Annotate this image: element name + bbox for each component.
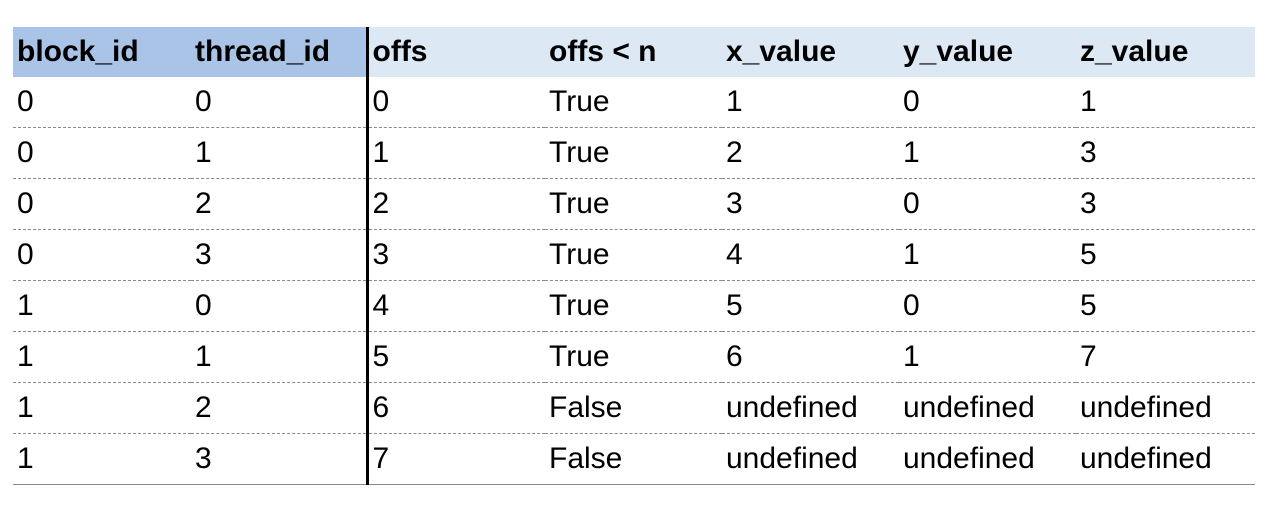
header-x-value: x_value [722, 27, 899, 77]
cell-x-value: 5 [722, 280, 899, 332]
cell-offs-lt-n: True [545, 280, 722, 332]
cell-x-value: 1 [722, 77, 899, 128]
cell-offs-lt-n: True [545, 229, 722, 281]
cell-offs-lt-n: True [545, 178, 722, 230]
cell-offs: 5 [365, 331, 545, 383]
cell-offs: 3 [365, 229, 545, 281]
cell-y-value: 0 [899, 178, 1076, 230]
cell-block-id: 0 [13, 127, 191, 179]
cell-offs-lt-n: True [545, 127, 722, 179]
cell-offs-lt-n: True [545, 77, 722, 128]
cell-offs-lt-n: False [545, 433, 722, 485]
header-offs: offs [365, 27, 545, 77]
cell-block-id: 1 [13, 382, 191, 434]
cell-thread-id: 3 [191, 433, 367, 485]
cell-y-value: 0 [899, 280, 1076, 332]
cell-y-value: undefined [899, 433, 1076, 485]
header-z-value: z_value [1076, 27, 1255, 77]
cell-thread-id: 2 [191, 178, 367, 230]
cell-y-value: 1 [899, 127, 1076, 179]
cell-offs: 6 [365, 382, 545, 434]
cell-y-value: 1 [899, 331, 1076, 383]
table-row: 1 2 6 False undefined undefined undefine… [13, 382, 1255, 434]
table-row: 1 0 4 True 5 0 5 [13, 280, 1255, 332]
table-row: 0 0 0 True 1 0 1 [13, 77, 1255, 128]
header-block-id: block_id [13, 27, 191, 77]
cell-z-value: 5 [1076, 280, 1255, 332]
thread-offset-table: block_id thread_id offs offs < n x_value… [13, 27, 1255, 485]
cell-block-id: 1 [13, 433, 191, 485]
cell-z-value: 7 [1076, 331, 1255, 383]
cell-block-id: 0 [13, 229, 191, 281]
cell-z-value: 1 [1076, 77, 1255, 128]
cell-y-value: undefined [899, 382, 1076, 434]
cell-z-value: 5 [1076, 229, 1255, 281]
table-row: 0 1 1 True 2 1 3 [13, 127, 1255, 179]
header-row: block_id thread_id offs offs < n x_value… [13, 27, 1255, 77]
cell-z-value: undefined [1076, 433, 1255, 485]
cell-block-id: 1 [13, 280, 191, 332]
table-row: 1 3 7 False undefined undefined undefine… [13, 433, 1255, 485]
cell-x-value: undefined [722, 433, 899, 485]
cell-z-value: undefined [1076, 382, 1255, 434]
cell-thread-id: 1 [191, 331, 367, 383]
cell-thread-id: 3 [191, 229, 367, 281]
cell-x-value: 3 [722, 178, 899, 230]
cell-offs: 0 [365, 77, 545, 128]
cell-z-value: 3 [1076, 127, 1255, 179]
table-row: 0 2 2 True 3 0 3 [13, 178, 1255, 230]
cell-thread-id: 2 [191, 382, 367, 434]
header-thread-id: thread_id [191, 27, 367, 77]
cell-offs: 7 [365, 433, 545, 485]
cell-offs: 4 [365, 280, 545, 332]
header-y-value: y_value [899, 27, 1076, 77]
table-row: 1 1 5 True 6 1 7 [13, 331, 1255, 383]
cell-block-id: 1 [13, 331, 191, 383]
cell-x-value: 4 [722, 229, 899, 281]
cell-x-value: 6 [722, 331, 899, 383]
cell-x-value: 2 [722, 127, 899, 179]
cell-offs-lt-n: False [545, 382, 722, 434]
cell-y-value: 1 [899, 229, 1076, 281]
cell-block-id: 0 [13, 178, 191, 230]
cell-thread-id: 1 [191, 127, 367, 179]
cell-x-value: undefined [722, 382, 899, 434]
cell-offs-lt-n: True [545, 331, 722, 383]
cell-thread-id: 0 [191, 77, 367, 128]
cell-z-value: 3 [1076, 178, 1255, 230]
cell-block-id: 0 [13, 77, 191, 128]
table-row: 0 3 3 True 4 1 5 [13, 229, 1255, 281]
cell-y-value: 0 [899, 77, 1076, 128]
cell-offs: 2 [365, 178, 545, 230]
cell-offs: 1 [365, 127, 545, 179]
header-offs-lt-n: offs < n [545, 27, 722, 77]
cell-thread-id: 0 [191, 280, 367, 332]
